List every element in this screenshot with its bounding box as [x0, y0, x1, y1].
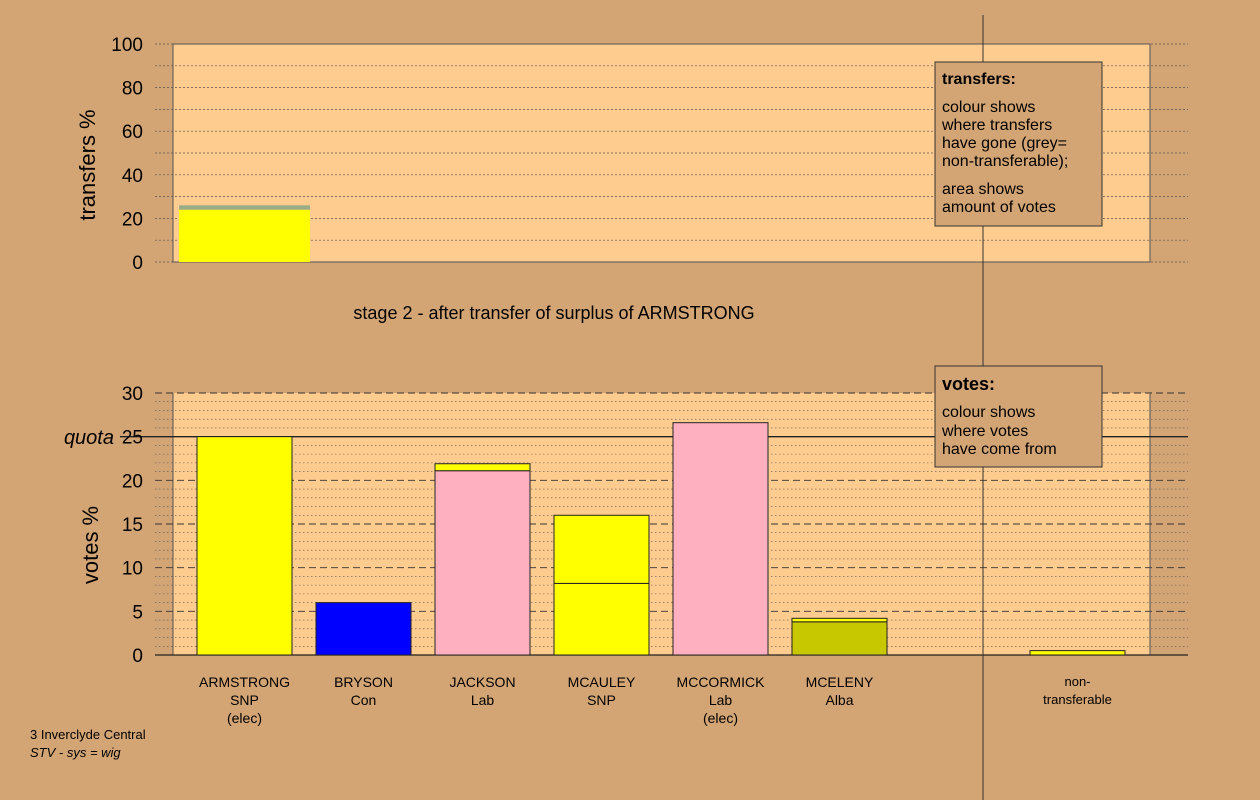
x-tick-label: (elec)	[703, 710, 738, 726]
stage-title: stage 2 - after transfer of surplus of A…	[353, 303, 754, 323]
legend-votes-title: votes:	[942, 374, 995, 394]
legend-transfers-line: area shows	[942, 181, 1024, 198]
y-tick-label: 20	[122, 471, 143, 492]
non-transferable-label: non-	[1064, 674, 1090, 689]
x-tick-label: Lab	[471, 692, 495, 708]
vote-bar-segment	[315, 602, 412, 656]
vote-bar-segment	[196, 436, 293, 656]
legend-transfers-title: transfers:	[942, 71, 1016, 88]
y-tick-label: 25	[122, 428, 143, 449]
x-tick-label: JACKSON	[449, 674, 515, 690]
legend-votes: votes: colour shows where votes have com…	[934, 365, 1103, 468]
legend-transfers-line: where transfers	[941, 117, 1052, 134]
vote-bar-segment	[791, 617, 888, 623]
x-tick-label: SNP	[230, 692, 259, 708]
legend-transfers-line: have gone (grey=	[942, 135, 1067, 152]
legend-transfers-line: amount of votes	[942, 199, 1056, 216]
legend-transfers-line: colour shows	[942, 99, 1035, 116]
non-transferable-label: transferable	[1043, 692, 1112, 707]
legend-transfers: transfers: colour shows where transfers …	[934, 61, 1103, 227]
y-tick-label: 5	[132, 602, 143, 623]
legend-transfers-line: non-transferable);	[942, 153, 1068, 170]
transfers-y-axis-label: transfers %	[75, 109, 100, 220]
votes-x-axis: ARMSTRONG SNP (elec) BRYSON Con JACKSON Lab MCA…	[199, 674, 1112, 726]
y-tick-label: 10	[122, 559, 143, 580]
y-tick-label: 15	[122, 515, 143, 536]
x-tick-label: Con	[351, 692, 377, 708]
y-tick-label: 0	[132, 253, 143, 274]
vote-bar-segment	[553, 582, 650, 656]
x-tick-label: BRYSON	[334, 674, 393, 690]
votes-bars	[196, 422, 1126, 656]
x-tick-label: MCELENY	[806, 674, 874, 690]
y-tick-label: 60	[122, 122, 143, 143]
votes-y-axis: 0 5 10 15 20 25 30	[122, 384, 143, 667]
vote-bar-segment	[434, 470, 531, 656]
legend-votes-line: colour shows	[942, 404, 1035, 421]
quota-label: quota	[64, 427, 114, 449]
x-tick-label: Alba	[825, 692, 853, 708]
y-tick-label: 80	[122, 79, 143, 100]
legend-votes-line: where votes	[941, 423, 1028, 440]
transfers-bars	[179, 205, 310, 262]
non-transferable-bar	[1029, 650, 1126, 656]
transfers-y-axis: 0 20 40 60 80 100	[111, 35, 143, 274]
y-tick-label: 30	[122, 384, 143, 405]
transfer-segment	[179, 209, 310, 262]
x-tick-label: MCAULEY	[568, 674, 636, 690]
y-tick-label: 20	[122, 209, 143, 230]
y-tick-label: 40	[122, 166, 143, 187]
legend-votes-line: have come from	[942, 441, 1057, 458]
x-tick-label: (elec)	[227, 710, 262, 726]
votes-y-axis-label: votes %	[78, 506, 103, 584]
footer-constituency: 3 Inverclyde Central	[30, 727, 146, 742]
x-tick-label: MCCORMICK	[677, 674, 766, 690]
vote-bar-segment	[791, 621, 888, 656]
x-tick-label: Lab	[709, 692, 733, 708]
y-tick-label: 0	[132, 646, 143, 667]
vote-bar-segment	[553, 514, 650, 584]
vote-bar-segment	[672, 422, 769, 656]
footer-system: STV - sys = wig	[30, 745, 121, 760]
vote-bar-segment	[434, 463, 531, 472]
transfer-segment	[179, 205, 310, 210]
x-tick-label: SNP	[587, 692, 616, 708]
y-tick-label: 100	[111, 35, 143, 56]
x-tick-label: ARMSTRONG	[199, 674, 290, 690]
